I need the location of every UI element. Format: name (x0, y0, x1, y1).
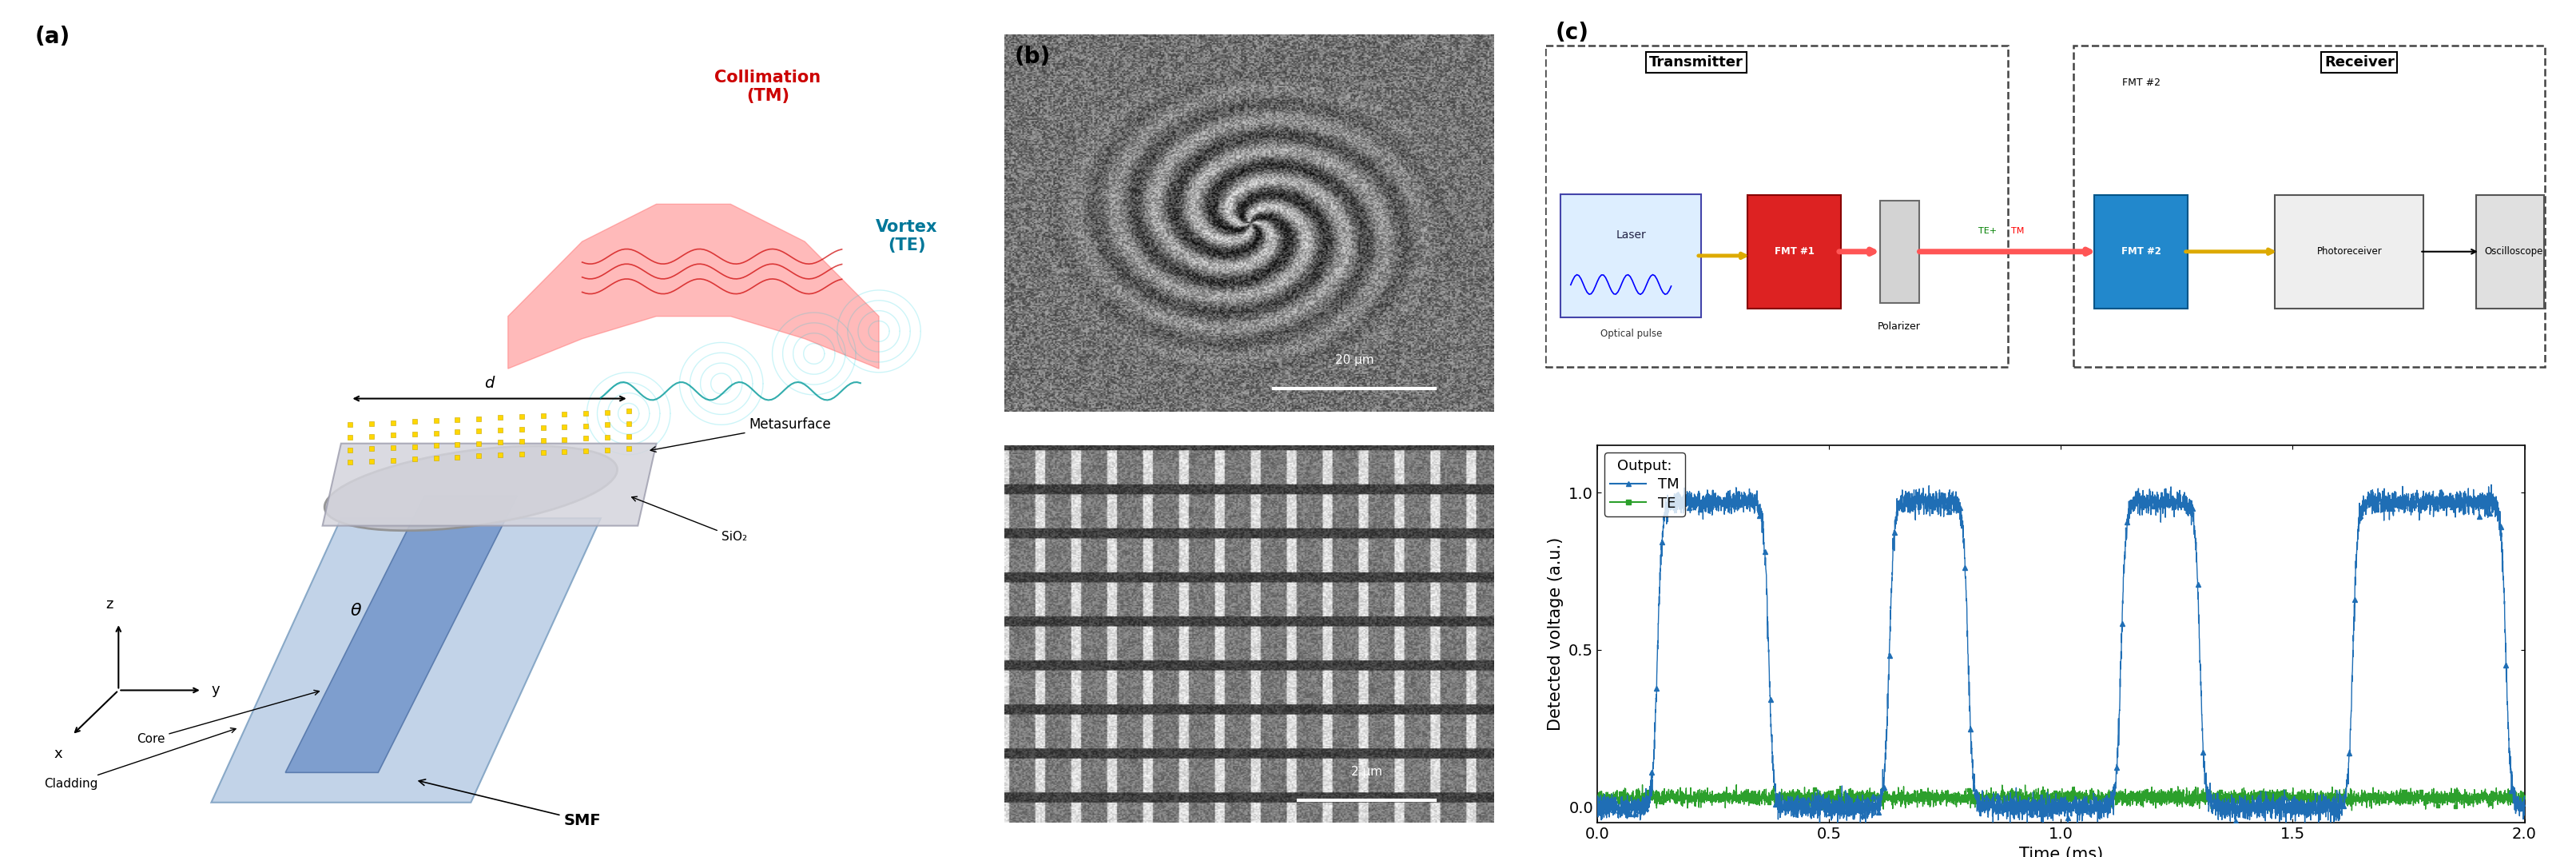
FancyBboxPatch shape (1880, 201, 1919, 303)
FancyBboxPatch shape (2094, 195, 2187, 309)
FancyBboxPatch shape (1747, 195, 1842, 309)
TM (2501, 801, 2532, 812)
Text: Photoreceiver: Photoreceiver (2316, 247, 2383, 257)
Polygon shape (211, 518, 600, 802)
Ellipse shape (325, 446, 618, 530)
FancyBboxPatch shape (2275, 195, 2424, 309)
TM (1806, 794, 1837, 805)
Line: TM: TM (1595, 482, 2527, 827)
TM (1803, 795, 1834, 806)
Text: SiO₂: SiO₂ (631, 496, 747, 543)
TM (1996, 800, 2027, 810)
Text: FMT #2: FMT #2 (2123, 78, 2161, 88)
FancyBboxPatch shape (1561, 194, 1700, 317)
Text: θ: θ (350, 602, 361, 619)
Text: (b): (b) (1015, 45, 1051, 68)
Text: Polarizer: Polarizer (1878, 321, 1922, 332)
Text: z: z (106, 597, 113, 612)
TE (1582, 796, 1613, 806)
TM (1994, 820, 2025, 830)
Text: 20 μm: 20 μm (1334, 354, 1373, 366)
TE (1996, 790, 2027, 800)
Text: Core: Core (137, 690, 319, 745)
TM (1582, 793, 1613, 803)
TE (2501, 794, 2532, 805)
Text: Transmitter: Transmitter (1649, 55, 1744, 69)
TE (2509, 792, 2540, 802)
Polygon shape (507, 204, 878, 369)
Polygon shape (286, 496, 518, 772)
Text: Metasurface: Metasurface (652, 417, 832, 452)
TM (1798, 789, 1829, 800)
Text: x: x (54, 746, 62, 761)
FancyBboxPatch shape (2476, 195, 2545, 309)
Text: Optical pulse: Optical pulse (1600, 329, 1662, 339)
TE (1721, 780, 1752, 790)
Text: 2 μm: 2 μm (1352, 765, 1383, 777)
Text: Oscilloscope: Oscilloscope (2486, 247, 2543, 257)
Text: (c): (c) (1556, 21, 1589, 44)
Text: TE+: TE+ (1978, 227, 1996, 235)
TM (1932, 500, 1963, 510)
TE (1803, 794, 1834, 804)
Text: FMT #1: FMT #1 (1775, 247, 1814, 257)
Polygon shape (322, 443, 657, 525)
Line: TE: TE (1595, 783, 2527, 813)
Text: Collimation
(TM): Collimation (TM) (714, 69, 822, 104)
Text: Vortex
(TE): Vortex (TE) (876, 219, 938, 254)
TE (1798, 794, 1829, 804)
Text: FMT #2: FMT #2 (2123, 247, 2161, 257)
Text: d: d (484, 375, 495, 391)
TE (1806, 789, 1837, 800)
Text: Laser: Laser (1615, 230, 1646, 241)
Text: SMF: SMF (420, 779, 600, 828)
TM (2476, 480, 2506, 490)
TE (1932, 790, 1963, 800)
Legend: TM, TE: TM, TE (1605, 452, 1685, 516)
X-axis label: Time (ms): Time (ms) (2020, 846, 2102, 857)
Text: y: y (211, 683, 219, 698)
Text: Receiver: Receiver (2324, 55, 2396, 69)
TM (2509, 791, 2540, 801)
TE (2254, 806, 2285, 817)
Text: Cladding: Cladding (44, 728, 237, 790)
Text: (a): (a) (36, 26, 70, 48)
Y-axis label: Detected voltage (a.u.): Detected voltage (a.u.) (1548, 537, 1564, 731)
Text: TM: TM (2012, 227, 2025, 235)
